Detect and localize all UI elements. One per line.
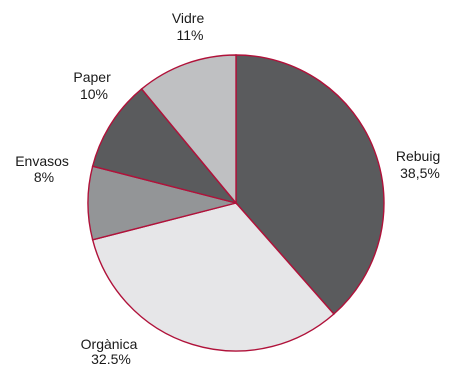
label-rebuig: Rebuig 38,5% (396, 148, 444, 181)
pie-slice-paper (91, 87, 238, 205)
label-envasos: Envasos 8% (15, 153, 73, 185)
pie-slices (87, 54, 385, 352)
pie-slice-rebuig (235, 54, 385, 316)
pie-slice-vidre (140, 54, 237, 205)
pie-slice-organica (91, 202, 335, 352)
label-vidre: Vidre 11% (172, 10, 208, 43)
pie-labels: Rebuig 38,5% Orgànica 32.5% Envasos 8% P… (15, 10, 444, 365)
label-paper: Paper 10% (73, 69, 114, 102)
label-organica: Orgànica 32.5% (81, 336, 142, 365)
